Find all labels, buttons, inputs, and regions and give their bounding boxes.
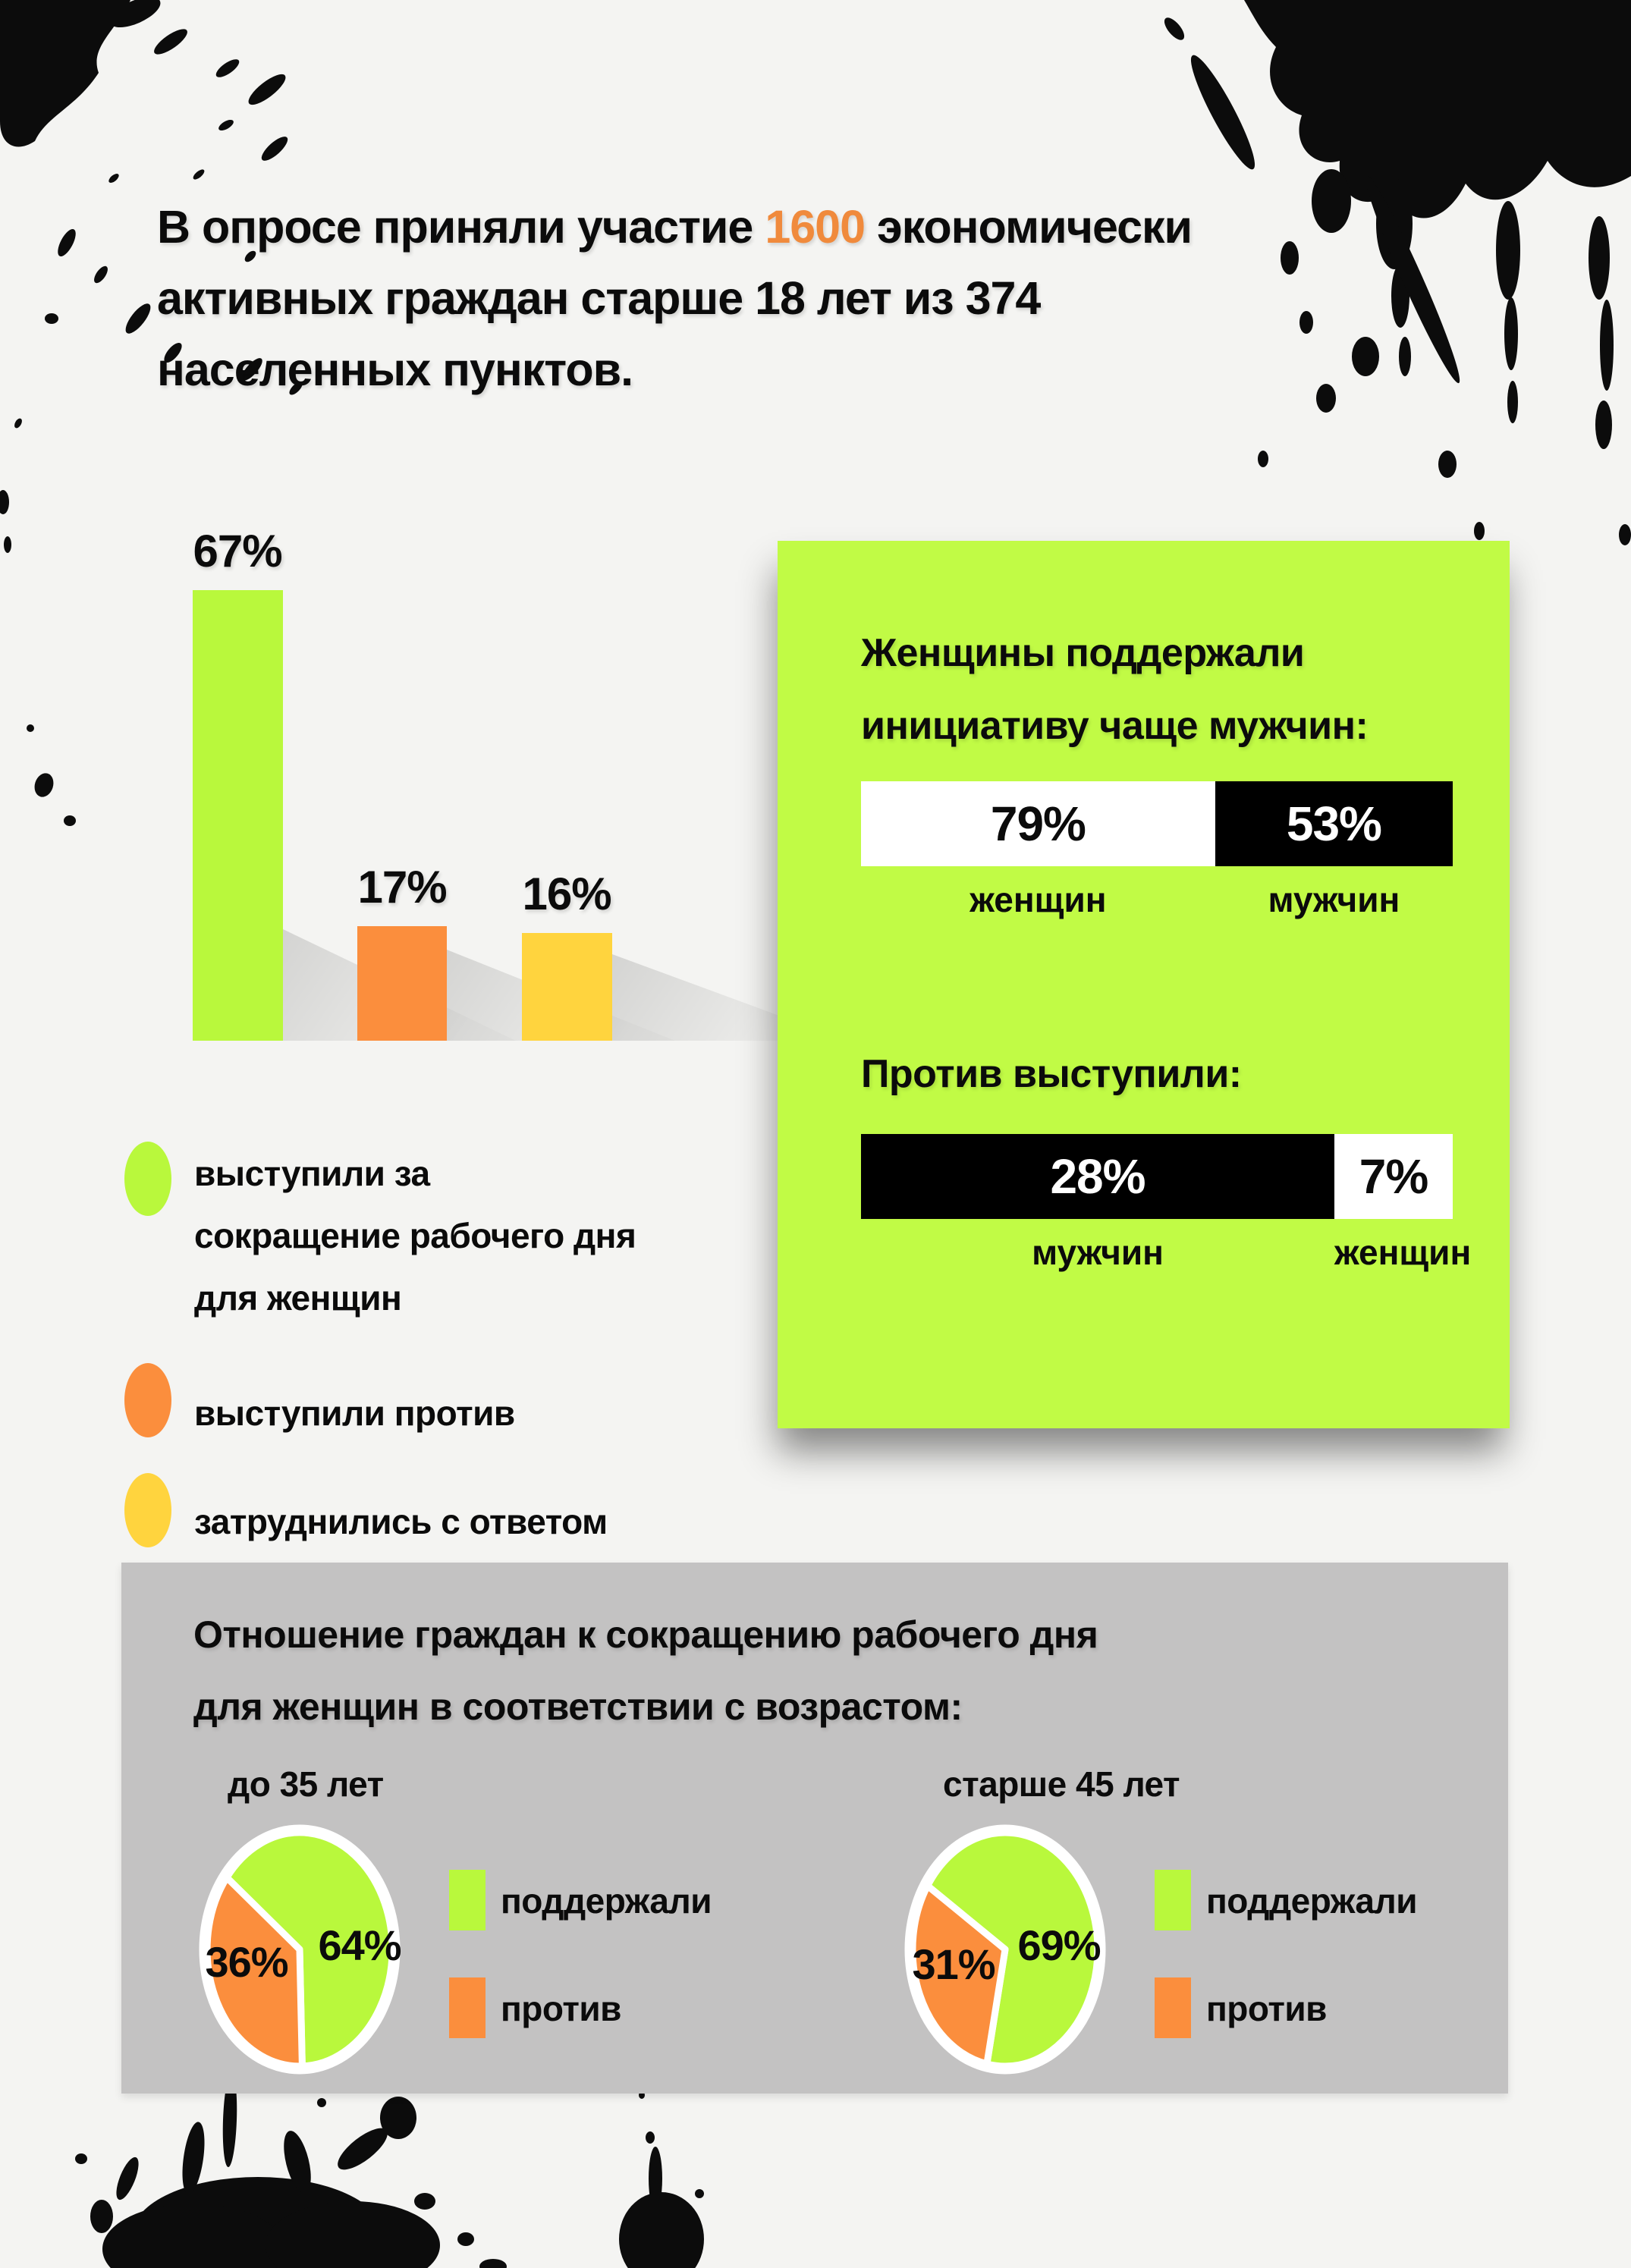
oppose-men-label: мужчин xyxy=(1032,1233,1164,1272)
headline-line-3: населенных пунктов. xyxy=(157,344,633,395)
ink-splatter-bottom-center xyxy=(619,2091,704,2268)
legend-dot-against xyxy=(124,1363,171,1437)
legend-label-support: выступили за сокращение рабочего дня для… xyxy=(194,1154,636,1318)
pie-chart-under-35 xyxy=(199,1824,401,2075)
bar-value-against: 17% xyxy=(357,862,447,913)
pie-under-35-legend-support: поддержали xyxy=(501,1881,712,1921)
legend-label-against: выступили против xyxy=(194,1393,515,1433)
headline: В опросе приняли участие 1600 экономичес… xyxy=(157,191,1523,405)
pie-under-35-legend-swatch-support xyxy=(449,1870,486,1930)
bar-value-undecided: 16% xyxy=(522,869,611,919)
oppose-women-label: женщин xyxy=(1334,1233,1472,1272)
bar-support xyxy=(193,590,283,1041)
support-women-label: женщин xyxy=(969,880,1107,919)
pie-over-45-against-value: 31% xyxy=(912,1940,995,1988)
support-card-title: Женщины поддержали инициативу чаще мужчи… xyxy=(861,631,1369,748)
pie-over-45-legend-swatch-against xyxy=(1155,1977,1191,2038)
pie-over-45-support-value: 69% xyxy=(1017,1921,1101,1969)
headline-line-2: активных граждан старше 18 лет из 374 xyxy=(157,272,1041,324)
legend-dot-undecided xyxy=(124,1473,171,1547)
oppose-pair-bar: 28% 7% xyxy=(861,1134,1453,1219)
headline-line-1: В опросе приняли участие 1600 экономичес… xyxy=(157,191,1523,262)
bar-value-support: 67% xyxy=(193,526,282,576)
age-panel: Отношение граждан к сокращению рабочего … xyxy=(121,1563,1508,2094)
pie-under-35-support-value: 64% xyxy=(318,1921,401,1969)
pie-over-45-legend-against: против xyxy=(1206,1989,1327,2028)
bar-undecided xyxy=(522,933,612,1041)
pie-title-under-35: до 35 лет xyxy=(228,1764,384,1804)
headline-text-after: экономически xyxy=(865,201,1193,253)
ink-splatter-bottom-left xyxy=(75,2073,507,2268)
headline-number-1600: 1600 xyxy=(765,201,866,253)
support-men-label: мужчин xyxy=(1268,880,1400,919)
pie-title-over-45: старше 45 лет xyxy=(943,1764,1180,1804)
legend-dot-support xyxy=(124,1142,171,1216)
support-pair-bar: 79% 53% xyxy=(861,781,1453,866)
pie-over-45-legend-support: поддержали xyxy=(1206,1881,1418,1921)
support-pair-labels: женщин мужчин xyxy=(861,878,1453,921)
pie-under-35-legend-against: против xyxy=(501,1989,621,2028)
pie-under-35-legend-swatch-against xyxy=(449,1977,486,2038)
oppose-card-title: Против выступили: xyxy=(861,1052,1242,1096)
pie-under-35-against-value: 36% xyxy=(205,1938,288,1986)
legend-label-undecided: затруднились с ответом xyxy=(194,1502,608,1541)
pie-over-45-legend-swatch-support xyxy=(1155,1870,1191,1930)
support-men-segment: 53% xyxy=(1215,781,1453,866)
headline-text-before: В опросе приняли участие xyxy=(157,201,765,253)
age-panel-title: Отношение граждан к сокращению рабочего … xyxy=(193,1613,1098,1728)
oppose-women-segment: 7% xyxy=(1334,1134,1453,1219)
oppose-pair-labels: мужчин женщин xyxy=(861,1231,1472,1274)
bar-against xyxy=(357,926,447,1041)
pie-chart-over-45 xyxy=(904,1824,1106,2075)
oppose-men-segment: 28% xyxy=(861,1134,1334,1219)
gender-comparison-card: Женщины поддержали инициативу чаще мужчи… xyxy=(778,541,1510,1428)
support-women-segment: 79% xyxy=(861,781,1215,866)
